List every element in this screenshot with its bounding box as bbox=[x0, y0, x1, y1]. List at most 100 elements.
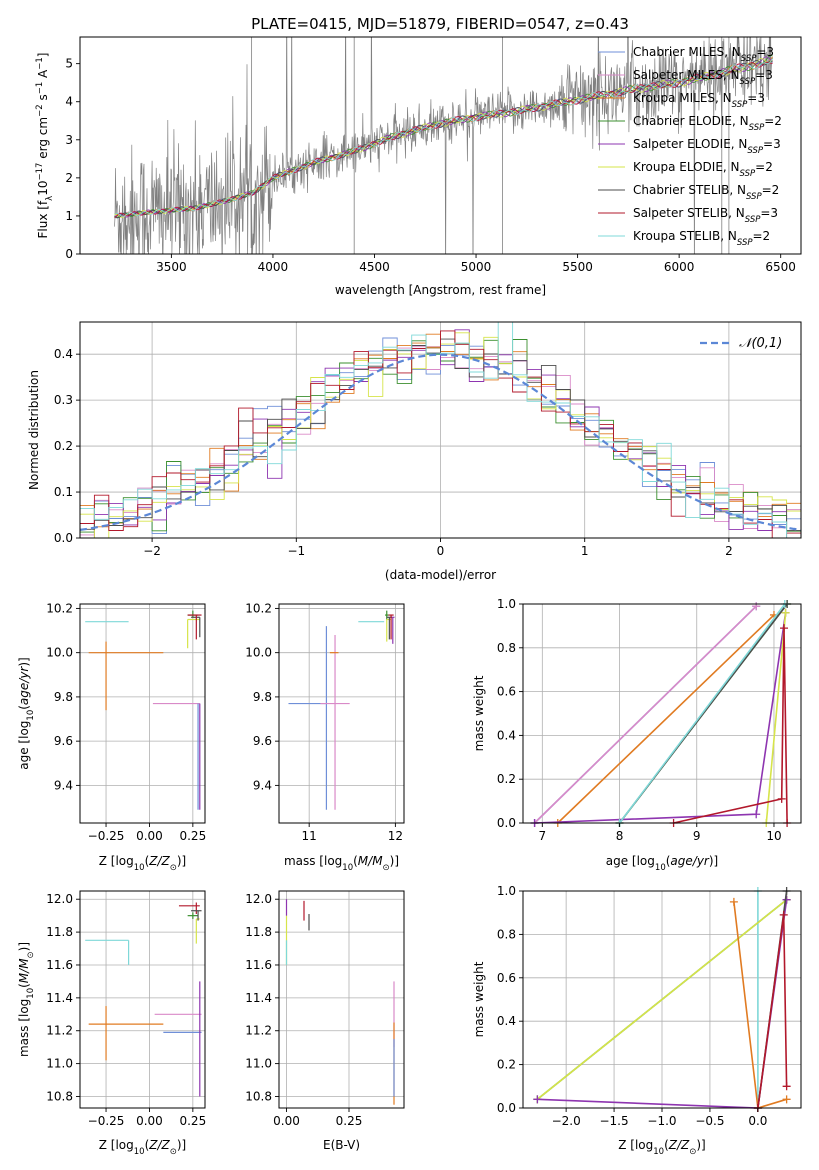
x-tick-label: 0.00 bbox=[136, 829, 163, 843]
y-tick-label: 4 bbox=[65, 95, 73, 109]
label-part: ⊙ bbox=[170, 863, 177, 873]
axes-frame bbox=[79, 36, 802, 255]
legend-entry: Chabrier STELIB, NSSP=2 bbox=[633, 183, 779, 202]
x-tick-label: 10 bbox=[766, 829, 781, 843]
weight-vs-metallicity-plot: −2.0 −1.5 −1.0 −0.5 0.0 0.0 0.2 0.4 0.6 0.8 1.0 mas… bbox=[472, 884, 802, 1157]
y-axis-label: mass [log10(M/M⊙)] bbox=[17, 942, 36, 1057]
error-bar bbox=[288, 626, 328, 810]
label-part: SSP bbox=[737, 238, 753, 248]
spectrum-traces bbox=[114, 37, 773, 254]
x-axis-label: Z [log10(Z/Z⊙)] bbox=[99, 1138, 187, 1157]
label-part: Salpeter MILES, N bbox=[633, 68, 740, 82]
label-part: =2 bbox=[762, 183, 780, 197]
y-tick-label: 9.4 bbox=[253, 778, 272, 792]
y-tick-label: 12.0 bbox=[46, 892, 73, 906]
label-part: =3 bbox=[763, 137, 781, 151]
y-tick-label: 0.2 bbox=[54, 439, 73, 453]
y-tick-label: 5 bbox=[65, 57, 73, 71]
y-tick-label: 0.0 bbox=[497, 816, 516, 830]
y-tick-label: 0 bbox=[65, 247, 73, 261]
y-tick-label: 0.8 bbox=[497, 927, 516, 941]
axes-frame bbox=[522, 603, 802, 824]
y-tick-label: 11.4 bbox=[245, 991, 272, 1005]
y-tick-label: 11.0 bbox=[245, 1057, 272, 1071]
axes-frame bbox=[79, 603, 206, 824]
label-part: Chabrier MILES, N bbox=[633, 45, 741, 59]
x-tick-label: −1.5 bbox=[599, 1114, 628, 1128]
y-tick-label: 0.2 bbox=[497, 772, 516, 786]
error-bar bbox=[88, 641, 164, 711]
label-part: SSP bbox=[740, 169, 756, 179]
weight-line bbox=[733, 901, 787, 1110]
spectrum-plot: 3500 4000 4500 5000 5500 6000 6500 0 1 2 3 4 5 wavele… bbox=[35, 36, 802, 297]
x-axis-label: mass [log10(M/M⊙)] bbox=[284, 854, 399, 873]
y-tick-label: 11.2 bbox=[46, 1024, 73, 1038]
label-part: Z/Z bbox=[148, 854, 170, 868]
label-part: ( bbox=[17, 983, 31, 988]
error-bar bbox=[388, 614, 394, 640]
x-tick-label: −2 bbox=[143, 544, 161, 558]
y-tick-label: 0.4 bbox=[54, 347, 73, 361]
label-part: =2 bbox=[764, 114, 782, 128]
label-part: Z/Z bbox=[668, 1138, 690, 1152]
error-bar bbox=[88, 1006, 164, 1061]
label-part: ⊙ bbox=[689, 1147, 696, 1157]
y-tick-label: 1 bbox=[65, 209, 73, 223]
x-tick-label: 3500 bbox=[156, 260, 187, 274]
model-spectrum-line bbox=[114, 58, 773, 217]
error-bar bbox=[187, 614, 202, 640]
figure-title: PLATE=0415, MJD=51879, FIBERID=0547, z=0… bbox=[251, 15, 629, 33]
x-tick-label: 7 bbox=[538, 829, 546, 843]
legend-entry: Salpeter STELIB, NSSP=3 bbox=[633, 206, 778, 225]
label-part: age [log bbox=[606, 854, 655, 868]
y-tick-label: 0.1 bbox=[54, 485, 73, 499]
label-part: −2 bbox=[35, 104, 45, 117]
label-part: Kroupa STELIB, N bbox=[633, 229, 737, 243]
label-part: ( bbox=[145, 854, 150, 868]
label-part: 10 bbox=[134, 863, 145, 873]
label-part: =3 bbox=[755, 68, 773, 82]
label-part: ⊙ bbox=[383, 863, 390, 873]
error-bar bbox=[195, 918, 200, 944]
y-tick-label: 10.8 bbox=[245, 1089, 272, 1103]
x-tick-label: 0.00 bbox=[136, 1114, 163, 1128]
y-tick-label: 0.0 bbox=[54, 531, 73, 545]
label-part: age/yr bbox=[670, 854, 709, 868]
x-tick-label: 9 bbox=[693, 829, 701, 843]
weight-marker bbox=[779, 910, 788, 919]
label-part: =3 bbox=[756, 45, 774, 59]
y-tick-label: 11.8 bbox=[46, 925, 73, 939]
legend-entry: 𝒩(0,1) bbox=[739, 336, 782, 351]
y-tick-label: 0.4 bbox=[497, 728, 516, 742]
y-tick-label: 9.6 bbox=[253, 734, 272, 748]
weight-line bbox=[557, 614, 775, 824]
weight-line bbox=[536, 899, 788, 1100]
age-vs-metallicity-plot: −0.25 0.00 0.259.49.69.810.010.2Z [log10(Z… bbox=[17, 601, 206, 873]
mass-vs-metallicity-plot: −0.25 0.00 0.25 10.8 11.0 11.2 11.4 11.6 11.8 12.… bbox=[17, 890, 206, 1157]
label-part: 10 bbox=[26, 710, 36, 721]
label-part: )] bbox=[696, 1138, 705, 1152]
label-part: M/M bbox=[358, 854, 383, 868]
weight-marker bbox=[782, 895, 791, 904]
weight-vs-age-plot: 7 8 9 10 0.0 0.2 0.4 0.6 0.8 1.0 mass weight age [l… bbox=[472, 597, 802, 873]
y-axis-label: age [log10(age/yr)] bbox=[17, 657, 36, 769]
label-part: ( bbox=[664, 1138, 669, 1152]
label-part: ( bbox=[353, 854, 358, 868]
weight-marker bbox=[752, 810, 761, 819]
x-tick-label: 0.25 bbox=[179, 829, 206, 843]
label-part: erg cm bbox=[36, 117, 50, 163]
label-part: mass [log bbox=[284, 854, 342, 868]
legend-entry: Kroupa ELODIE, NSSP=2 bbox=[633, 160, 773, 179]
weight-line bbox=[765, 612, 787, 824]
x-tick-label: 4500 bbox=[359, 260, 390, 274]
weight-line bbox=[673, 628, 788, 824]
y-axis-label: mass weight bbox=[472, 675, 486, 751]
label-part: Kroupa ELODIE, N bbox=[633, 160, 740, 174]
label-part: age/yr bbox=[17, 666, 31, 705]
label-part: Chabrier ELODIE, N bbox=[633, 114, 749, 128]
label-part: ( bbox=[145, 1138, 150, 1152]
age-vs-mass-plot: 11 12 9.4 9.6 9.8 10.0 10.2 mass [log10(M/M⊙)] bbox=[245, 601, 405, 873]
error-bar bbox=[191, 910, 202, 921]
y-tick-label: 11.4 bbox=[46, 991, 73, 1005]
label-part: Chabrier STELIB, N bbox=[633, 183, 746, 197]
